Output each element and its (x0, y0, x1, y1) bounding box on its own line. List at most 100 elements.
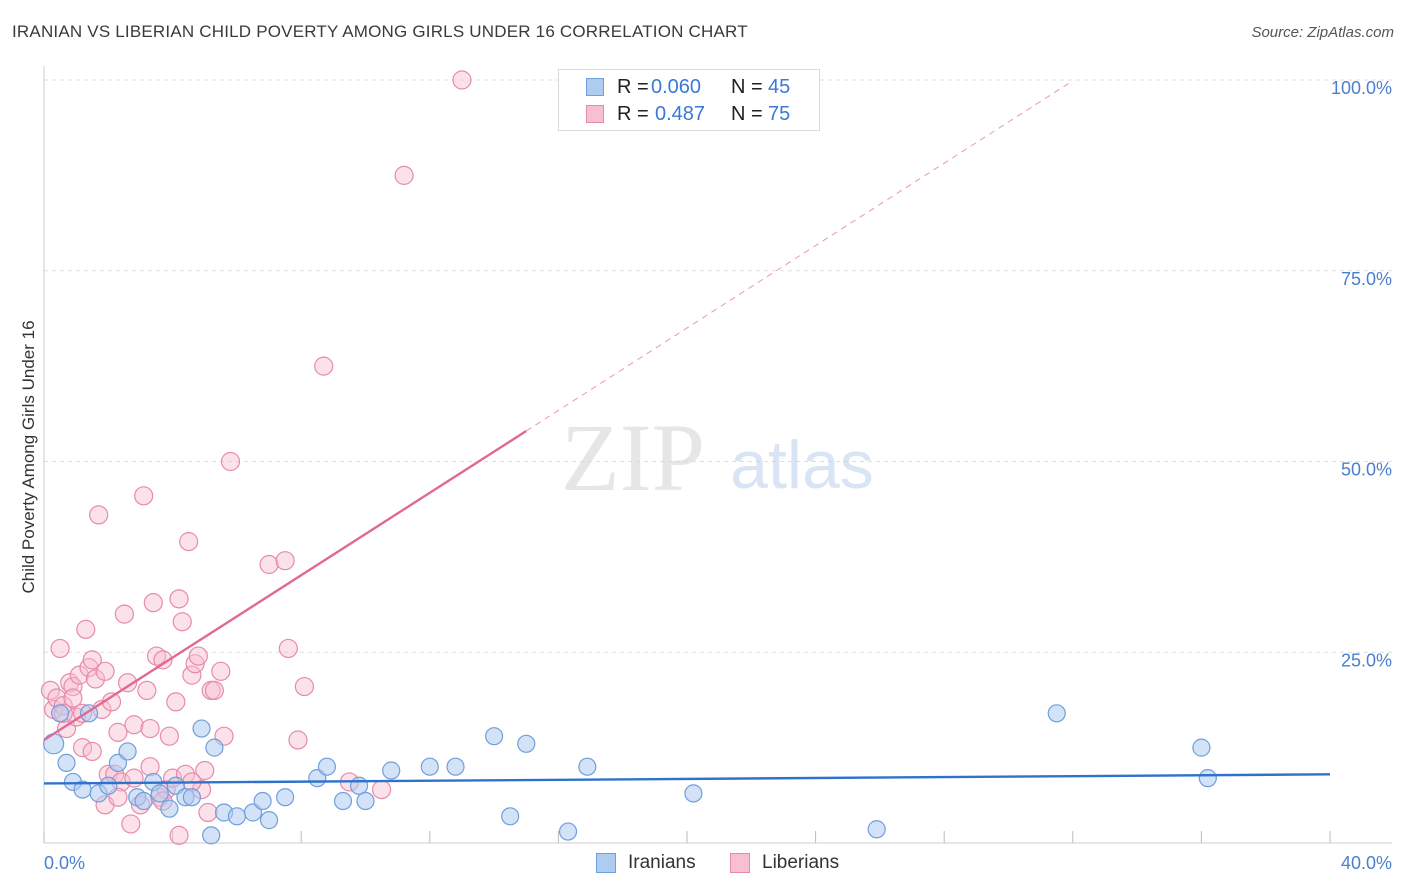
liberian-point (166, 692, 186, 712)
liberian-point (124, 768, 144, 788)
iranian-point (1198, 769, 1217, 788)
iranian-point (50, 704, 70, 723)
liberian-point (159, 726, 179, 746)
liberians-points (40, 70, 472, 845)
liberian-point (211, 661, 231, 681)
liberians-legend-label: Liberians (762, 852, 840, 873)
liberians-trend-line (43, 429, 527, 742)
iranian-point (446, 757, 465, 776)
iranian-point (118, 742, 137, 761)
iranian-point (578, 757, 597, 776)
y-tick-label: 50.0% (1341, 460, 1392, 480)
liberian-point (117, 673, 138, 693)
liberian-point (371, 779, 392, 800)
chart-title: IRANIAN VS LIBERIAN CHILD POVERTY AMONG … (12, 22, 748, 41)
liberian-point (288, 730, 308, 750)
stats-legend: R = 0.060 N = 45 R = 0.487 N = 75 (558, 69, 820, 131)
liberian-point (85, 669, 106, 689)
iranian-point (192, 719, 211, 738)
liberian-point (452, 70, 472, 90)
liberian-point (140, 757, 160, 777)
iranians-legend-label: Iranians (628, 852, 696, 873)
iranian-point (160, 799, 179, 818)
iranian-point (356, 791, 375, 811)
n-value: 75 (768, 103, 791, 125)
legend-row-iranians: R = 0.060 N = 45 (559, 74, 819, 100)
source-credit: Source: ZipAtlas.com (1251, 24, 1394, 41)
iranians-trend-line (43, 773, 1331, 785)
iranian-point (1192, 738, 1211, 757)
liberian-point (89, 505, 109, 525)
n-label: N = (731, 76, 763, 98)
liberian-point (69, 665, 89, 685)
liberian-point (188, 646, 208, 666)
iranian-point (205, 738, 224, 757)
iranian-point (333, 791, 353, 811)
liberian-point (394, 165, 414, 185)
iranian-point (382, 761, 401, 780)
liberian-point (140, 718, 160, 739)
liberian-point (82, 650, 102, 670)
iranian-point (202, 826, 221, 845)
n-value: 45 (768, 76, 791, 98)
iranian-point (134, 791, 153, 811)
liberian-point (63, 688, 83, 708)
iranian-point (99, 776, 118, 795)
liberian-point (82, 741, 102, 762)
r-label: R = (617, 76, 649, 98)
iranian-point (517, 734, 536, 753)
iranian-point (259, 811, 279, 830)
iranians-swatch (586, 78, 604, 96)
liberian-point (114, 604, 134, 624)
y-tick-label: 100.0% (1331, 78, 1392, 98)
iranian-point (501, 807, 520, 826)
liberian-point (314, 356, 334, 376)
liberian-point (134, 486, 154, 506)
r-value: 0.487 (655, 103, 706, 125)
liberian-point (182, 665, 202, 685)
liberian-point (137, 680, 157, 701)
liberian-point (121, 814, 141, 834)
r-value: 0.060 (651, 76, 702, 98)
iranian-point (227, 807, 246, 826)
iranian-point (57, 753, 76, 772)
liberian-point (50, 638, 70, 659)
liberian-point (275, 551, 295, 571)
tick-labels: 25.0% 50.0% 75.0% 100.0% 0.0% 40.0% (44, 78, 1392, 873)
iranian-point (317, 757, 337, 776)
x-tick-label: 0.0% (44, 853, 85, 873)
trend-lines (43, 80, 1331, 785)
liberian-point (72, 738, 93, 758)
liberian-point (63, 676, 83, 697)
iranian-point (558, 822, 578, 841)
x-tick-label: 40.0% (1341, 853, 1392, 873)
watermark-zip: ZIP (561, 404, 705, 511)
liberian-point (143, 593, 163, 613)
n-label: N = (731, 103, 763, 125)
iranian-point (276, 788, 295, 807)
liberian-point (204, 680, 224, 701)
y-axis-title: Child Poverty Among Girls Under 16 (19, 320, 38, 593)
liberian-point (294, 676, 315, 697)
iranian-point (867, 820, 886, 839)
liberian-point (108, 722, 128, 742)
liberians-trend-extension (525, 80, 1074, 432)
iranian-point (182, 788, 201, 807)
liberian-point (179, 532, 199, 552)
r-label: R = (617, 103, 649, 125)
liberian-point (40, 680, 61, 701)
iranian-point (1047, 704, 1066, 723)
gridlines (44, 79, 1392, 653)
iranians-points (43, 704, 1217, 845)
liberian-point (278, 638, 298, 659)
iranian-point (150, 784, 169, 803)
liberian-point (259, 554, 279, 575)
liberians-swatch (586, 105, 604, 123)
iranian-point (253, 791, 272, 811)
iranian-point (43, 733, 65, 755)
legend-row-liberians: R = 0.487 N = 75 (559, 101, 819, 127)
iranian-point (684, 784, 703, 803)
iranian-point (485, 727, 504, 746)
liberian-point (198, 802, 218, 823)
